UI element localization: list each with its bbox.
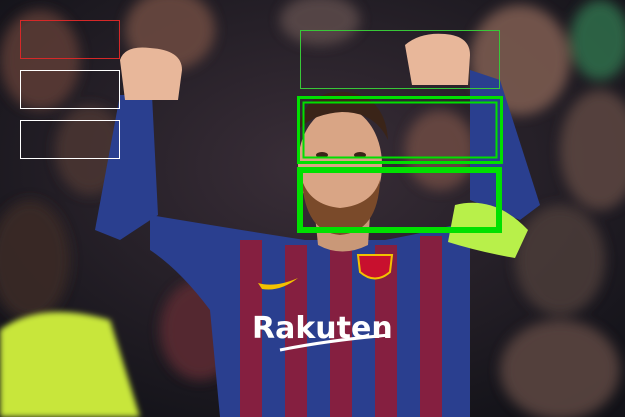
annotation-overlays — [20, 20, 503, 233]
sponsor-text: Rakuten — [252, 311, 393, 346]
left-red-box — [20, 20, 120, 59]
left-white-box-2 — [20, 120, 120, 159]
mouth-green-box — [297, 167, 502, 233]
footballer: Rakuten — [95, 33, 540, 417]
eyes-green-box-inner — [302, 101, 498, 159]
left-white-box-1 — [20, 70, 120, 109]
fists-green-box — [300, 30, 500, 89]
eyes-green-box-outer — [297, 96, 503, 164]
